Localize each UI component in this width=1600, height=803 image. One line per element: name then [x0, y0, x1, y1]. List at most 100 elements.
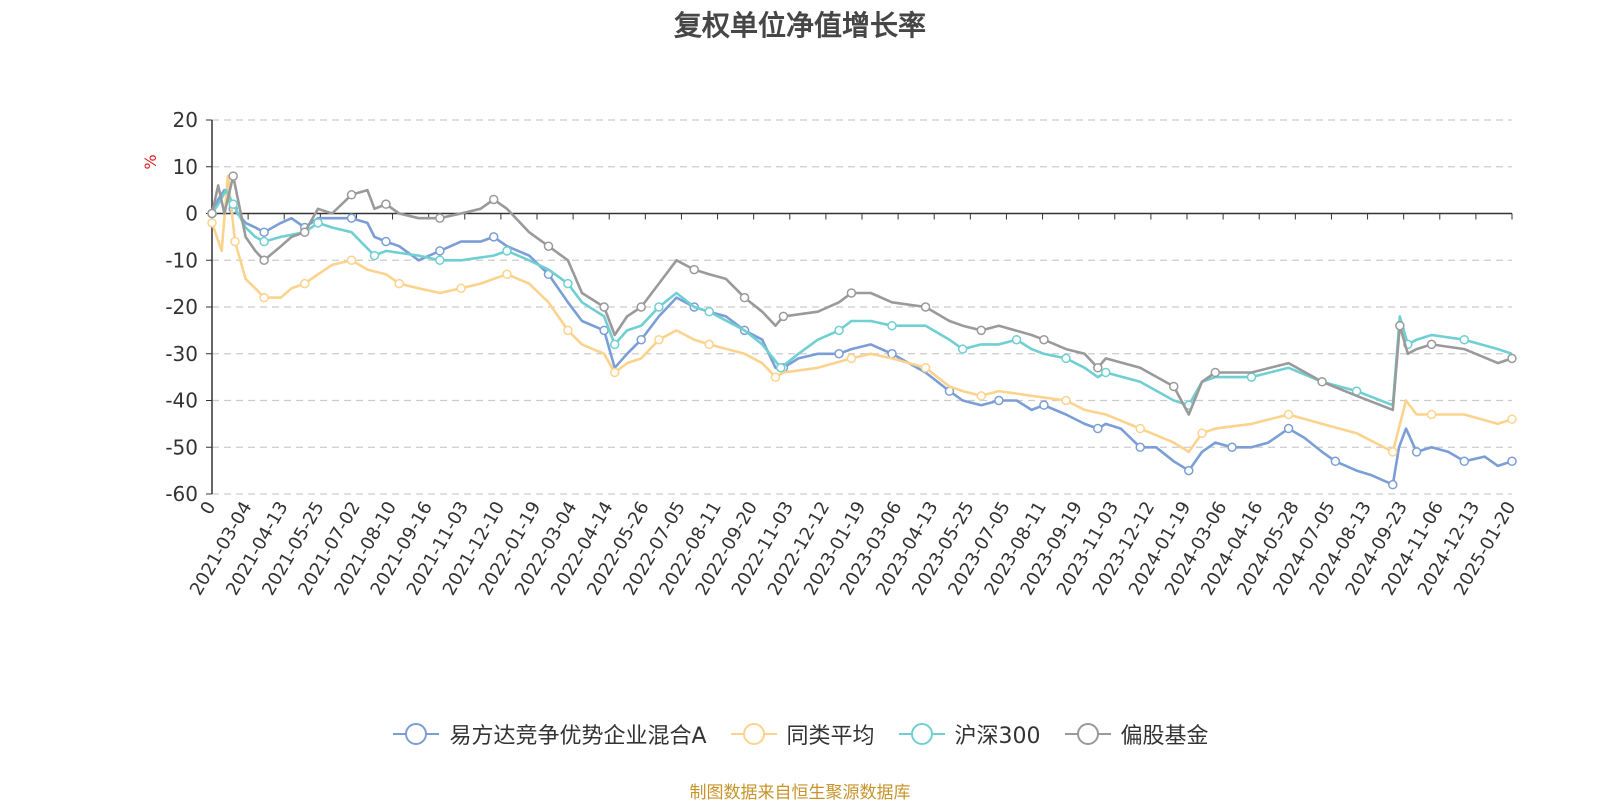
data-point — [346, 255, 357, 265]
data-point — [778, 311, 789, 322]
data-point — [599, 302, 609, 312]
data-point — [502, 269, 512, 280]
y-tick-label: -30 — [165, 342, 198, 366]
data-point — [609, 339, 620, 350]
data-point — [704, 339, 714, 350]
legend-item[interactable]: 沪深300 — [897, 718, 1041, 750]
data-point — [846, 288, 857, 298]
legend-line-circle-icon — [898, 723, 945, 745]
data-point — [834, 349, 844, 359]
series-line — [210, 188, 1513, 486]
data-point — [887, 320, 897, 331]
data-point — [1507, 353, 1517, 364]
data-point — [488, 232, 499, 242]
data-point — [394, 278, 404, 289]
source-note: 制图数据来自恒生聚源数据库 — [689, 783, 911, 803]
y-tick-label: 10 — [173, 155, 198, 179]
data-point — [846, 353, 857, 364]
data-point — [654, 334, 664, 345]
legend-item[interactable]: 偏股基金 — [1063, 718, 1209, 750]
data-point — [1507, 456, 1517, 467]
y-tick-label: 20 — [173, 108, 198, 132]
data-point — [1283, 409, 1294, 420]
series-line — [210, 174, 1513, 416]
data-point — [1246, 372, 1257, 382]
data-point — [1459, 334, 1470, 345]
data-point — [770, 372, 781, 382]
data-point — [1426, 339, 1437, 350]
data-point — [1197, 428, 1207, 438]
data-point — [346, 213, 357, 223]
legend-label: 偏股基金 — [1120, 724, 1209, 749]
data-point — [636, 302, 646, 312]
data-point — [609, 367, 620, 378]
data-point — [1061, 353, 1071, 364]
data-point — [994, 395, 1004, 406]
y-axis-unit: % — [141, 154, 160, 169]
data-point — [488, 194, 499, 205]
data-point — [313, 218, 323, 228]
data-point — [502, 246, 512, 256]
data-point — [1135, 423, 1145, 434]
data-point — [1039, 334, 1049, 345]
data-point — [259, 255, 269, 265]
data-point — [259, 227, 269, 237]
series-3 — [207, 171, 1517, 416]
data-point — [299, 278, 310, 289]
data-point — [299, 227, 310, 237]
series-line — [210, 188, 1513, 407]
data-point — [1459, 456, 1470, 467]
data-point — [456, 283, 466, 294]
data-point — [259, 292, 269, 303]
data-point — [1169, 381, 1179, 392]
data-point — [739, 292, 750, 303]
data-point — [1101, 367, 1111, 378]
data-point — [920, 302, 931, 312]
data-point — [1061, 395, 1071, 406]
data-point — [1135, 442, 1145, 452]
data-point — [230, 236, 240, 247]
data-point — [207, 208, 217, 219]
data-point — [435, 246, 445, 256]
data-point — [259, 236, 269, 247]
data-point — [1039, 400, 1049, 410]
data-point — [435, 255, 445, 265]
data-point — [1317, 377, 1327, 387]
legend-line-circle-icon — [730, 723, 777, 745]
legend-item[interactable]: 易方达竞争优势企业混合A — [391, 718, 707, 750]
chart-title: 复权单位净值增长率 — [673, 9, 926, 42]
series-0 — [207, 188, 1517, 490]
data-point — [563, 325, 573, 336]
data-point — [1411, 447, 1422, 457]
data-point — [1388, 479, 1398, 490]
data-point — [704, 306, 714, 317]
data-point — [599, 325, 609, 336]
data-point — [207, 218, 217, 228]
data-point — [346, 190, 357, 200]
legend-label: 易方达竞争优势企业混合A — [449, 724, 707, 749]
y-tick-label: -50 — [165, 435, 198, 459]
legend-line-circle-icon — [1064, 723, 1111, 745]
data-point — [1093, 423, 1103, 434]
data-point — [1426, 409, 1437, 420]
data-point — [381, 199, 391, 209]
data-point — [1210, 367, 1221, 378]
legend: 易方达竞争优势企业混合A 同类平均 沪深300 偏股基金 — [0, 718, 1600, 750]
y-tick-label: 0 — [185, 202, 198, 226]
data-point — [636, 334, 646, 345]
data-point — [1330, 456, 1341, 467]
legend-line-circle-icon — [393, 723, 440, 745]
data-point — [920, 363, 931, 373]
data-point — [381, 236, 391, 247]
data-point — [976, 391, 986, 401]
data-point — [228, 199, 238, 209]
data-point — [435, 213, 445, 223]
data-point — [776, 363, 786, 373]
legend-item[interactable]: 同类平均 — [729, 718, 875, 750]
data-point — [1507, 414, 1517, 424]
data-point — [1283, 423, 1294, 434]
data-point — [369, 250, 380, 261]
data-point — [1395, 320, 1405, 331]
data-point — [1227, 442, 1237, 452]
